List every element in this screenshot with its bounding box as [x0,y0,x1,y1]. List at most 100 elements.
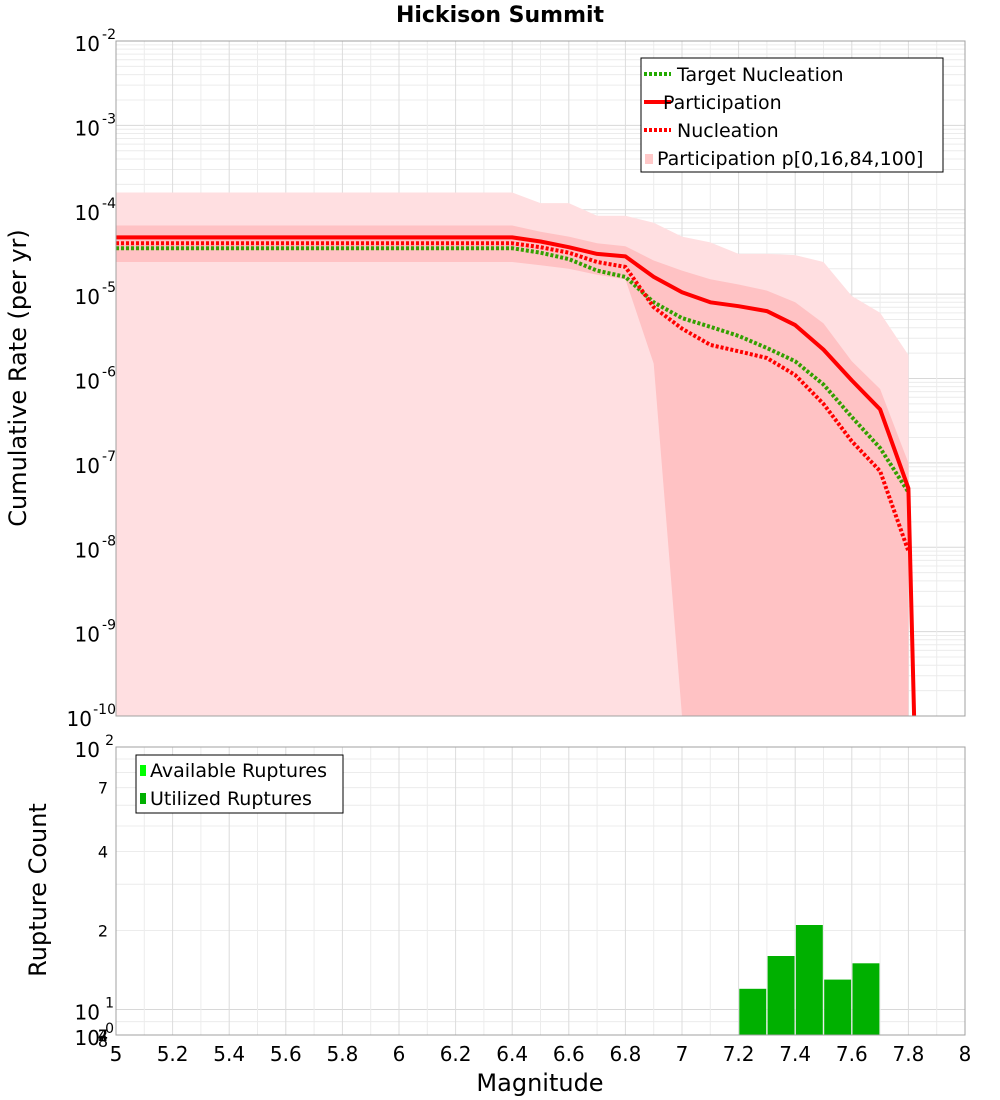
x-tick-label: 8 [959,1042,972,1066]
legend-label: Utilized Ruptures [150,788,312,810]
legend-label: Available Ruptures [150,760,327,782]
bar [852,963,880,1035]
y-tick-base: 10 [75,285,100,309]
y-tick-base: 10 [75,538,100,562]
x-tick-label: 7.8 [892,1042,924,1066]
y-minor-tick-label: 4 [98,842,108,861]
y-tick-label: 10 -9 [75,618,116,647]
rupture-legend: Available Ruptures Utilized Ruptures [135,754,344,814]
y-tick-label: 10 -3 [75,111,116,140]
legend-item: Target Nucleation [644,64,844,86]
y-tick-base: 10 [75,32,100,56]
x-tick-label: 5.6 [270,1042,302,1066]
x-tick-label: 6.8 [609,1042,641,1066]
y-minor-tick-label: 2 [98,922,108,941]
bar [795,925,823,1035]
y-minor-tick-label: 4 [98,1026,108,1045]
x-tick-label: 6.2 [440,1042,472,1066]
rate-plot-frame [115,40,966,717]
y-tick-label: 10 -10 [67,702,116,731]
rate-lines [116,235,917,717]
y-tick-base: 10 [75,738,100,762]
y-tick-base: 10 [75,201,100,225]
x-tick-label: 7.2 [723,1042,755,1066]
y-tick-exponent: 2 [105,733,114,749]
y-tick-extra: 8 [98,1032,108,1051]
y-tick-label: 10 -8 [75,533,116,562]
x-tick-label: 7.6 [836,1042,868,1066]
legend-item: Nucleation [644,120,779,142]
y-tick-base: 10 [75,1001,100,1025]
y-minor-tick-label: 7 [98,1026,108,1045]
x-tick-label: 7.4 [779,1042,811,1066]
y-tick-base: 10 [75,116,100,140]
legend-swatch [140,793,146,804]
legend-item: Available Ruptures [140,760,327,782]
x-axis-label: Magnitude [476,1069,603,1097]
bar [767,956,795,1035]
y-major-tick-label: 10 1 [75,996,114,1025]
y-tick-exponent: -4 [102,196,116,212]
x-tick-label: 7 [676,1042,689,1066]
y-tick-exponent: 1 [105,996,114,1012]
x-tick-label: 5.2 [157,1042,189,1066]
legend-label: Participation [663,92,782,114]
rate-bands [116,192,909,716]
legend-label: Target Nucleation [676,64,844,86]
legend-box [135,754,344,814]
x-tick-label: 5.4 [213,1042,245,1066]
x-tick-label: 6.4 [496,1042,528,1066]
y-major-tick-label: 10 2 [75,733,114,762]
y-tick-base: 10 [75,370,100,394]
legend-item: Participation p[0,16,84,100] [645,148,923,170]
x-tick-label: 5 [110,1042,123,1066]
legend-item: Participation [644,92,782,114]
legend-swatch [645,154,653,164]
rate-legend: Target Nucleation Participation Nucleation… [640,57,944,173]
y-tick-exponent: -8 [102,533,116,549]
rate-y-axis-label: Cumulative Rate (per yr) [4,229,32,527]
rupture-grid [115,746,966,1036]
y-tick-base: 10 [75,623,100,647]
legend-label: Participation p[0,16,84,100] [657,148,923,170]
band-p16-p84 [116,225,909,716]
x-tick-label: 5.8 [326,1042,358,1066]
bar [739,988,767,1035]
y-tick-exponent: -3 [102,111,116,127]
y-tick-exponent: -10 [93,702,116,718]
x-tick-label: 6 [393,1042,406,1066]
y-tick-label: 10 -4 [75,196,117,225]
y-tick-label: 10 -2 [75,27,116,56]
y-tick-exponent: -9 [102,618,116,634]
rupture-y-axis-label: Rupture Count [24,803,52,977]
legend-label: Nucleation [677,120,779,142]
legend-swatch [140,765,146,776]
y-major-tick-label: 10 08 [75,1021,114,1051]
legend-box [640,57,944,173]
y-minor-tick-label: 2 [98,1026,108,1045]
y-tick-label: 10 -5 [75,280,116,309]
x-tick-label: 6.6 [553,1042,585,1066]
series-participation [116,235,917,717]
y-tick-exponent: -5 [102,280,116,296]
chart-title: Hickison Summit [396,3,605,28]
y-tick-base: 10 [67,707,92,731]
y-tick-label: 10 -6 [75,365,117,394]
rupture-bars [739,925,880,1035]
rupture-plot-frame [115,746,966,1036]
legend-item: Utilized Ruptures [140,788,312,810]
y-minor-tick-label: 7 [98,779,108,798]
y-tick-exponent: -7 [102,449,116,465]
y-tick-exponent: -2 [102,27,116,43]
series-target-nucleation [116,246,911,494]
y-tick-base: 10 [75,1026,100,1050]
magnitude-x-ticks: 5 5.2 5.4 5.6 5.8 6 6.2 6.4 6.6 6.8 7 7.2 7.4 7.6 7.8 8 [110,1042,972,1066]
bar [824,979,852,1035]
series-nucleation [116,241,911,552]
y-tick-exponent: 0 [105,1021,114,1037]
